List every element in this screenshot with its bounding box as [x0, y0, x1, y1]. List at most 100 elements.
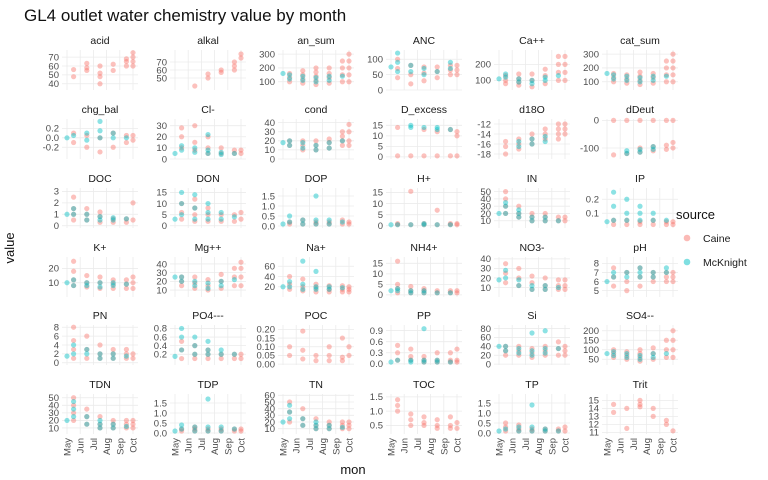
data-point-caine — [326, 426, 332, 432]
data-point-caine — [238, 355, 244, 362]
data-point-mcknight — [205, 209, 211, 216]
data-point-caine — [313, 352, 319, 359]
data-point-mcknight — [97, 355, 103, 361]
data-point-caine — [313, 81, 319, 88]
data-point-mcknight — [388, 288, 394, 294]
data-point-caine — [454, 346, 460, 352]
data-point-mcknight — [663, 350, 670, 357]
data-point-mcknight — [192, 428, 198, 434]
data-point-mcknight — [604, 278, 610, 285]
panel-tp: TP 0.00.51.01.5 — [478, 379, 570, 439]
data-point-mcknight — [503, 275, 509, 281]
panel-strip-label: dDeut — [626, 104, 654, 116]
y-tick-label: 100 — [583, 77, 599, 88]
data-point-mcknight — [172, 353, 178, 359]
data-point-caine — [408, 81, 414, 87]
y-tick-label: 0 — [378, 152, 383, 163]
data-point-mcknight — [637, 146, 643, 152]
data-point-caine — [287, 419, 293, 425]
data-point-caine — [326, 221, 332, 227]
data-point-mcknight — [529, 402, 535, 408]
data-point-caine — [238, 216, 244, 222]
data-point-mcknight — [434, 126, 440, 133]
data-point-mcknight — [192, 205, 198, 211]
data-point-caine — [408, 346, 414, 352]
data-point-caine — [123, 139, 129, 146]
data-point-caine — [346, 344, 352, 350]
data-point-caine — [287, 74, 293, 81]
x-tick-label: Jul — [89, 438, 100, 450]
y-tick-label: 100 — [259, 77, 275, 88]
data-point-mcknight — [326, 221, 332, 227]
data-point-caine — [130, 58, 136, 65]
panel-toc: TOC 0.5 1.0 1.5 — [370, 379, 462, 434]
data-point-mcknight — [287, 142, 293, 148]
data-point-caine — [231, 428, 237, 434]
data-point-mcknight — [408, 124, 414, 131]
data-point-mcknight — [529, 348, 535, 354]
y-tick-label: 0.2 — [46, 124, 59, 135]
panel-strip-label: TDP — [198, 379, 219, 391]
data-point-mcknight — [326, 286, 332, 292]
data-point-caine — [670, 274, 676, 280]
data-point-caine — [313, 285, 319, 291]
data-point-caine — [650, 143, 656, 150]
data-point-caine — [503, 151, 509, 157]
data-point-mcknight — [192, 334, 198, 340]
data-point-caine — [637, 404, 643, 410]
data-point-mcknight — [287, 138, 293, 144]
y-tick-label: 0.0 — [46, 133, 59, 144]
x-tick-label: Jun — [508, 438, 519, 453]
data-point-caine — [637, 219, 643, 225]
data-point-caine — [624, 405, 630, 411]
data-point-caine — [110, 421, 116, 427]
y-tick-label: 0.15 — [257, 333, 276, 344]
data-point-caine — [516, 426, 522, 432]
data-point-mcknight — [179, 274, 185, 280]
data-point-caine — [542, 282, 548, 289]
x-tick-label: Sep — [439, 438, 450, 455]
y-tick-label: 40 — [480, 254, 491, 265]
data-point-caine — [562, 53, 568, 60]
data-point-caine — [313, 147, 319, 153]
x-tick-label: Aug — [210, 438, 221, 455]
y-tick-label: 40 — [48, 79, 59, 90]
data-point-caine — [529, 280, 535, 286]
data-point-caine — [650, 278, 656, 285]
data-point-caine — [71, 139, 77, 146]
y-tick-label: 40 — [156, 259, 167, 270]
data-point-caine — [84, 333, 90, 339]
data-point-caine — [624, 356, 630, 362]
data-point-caine — [408, 153, 414, 159]
data-point-caine — [71, 74, 77, 80]
data-point-caine — [339, 138, 345, 144]
data-point-caine — [529, 141, 535, 147]
data-point-caine — [670, 79, 676, 85]
data-point-caine — [555, 286, 562, 292]
y-tick-label: 0.6 — [370, 337, 383, 348]
data-point-mcknight — [503, 267, 509, 273]
x-tick-label: May — [387, 438, 398, 456]
data-point-caine — [84, 355, 90, 361]
data-point-mcknight — [434, 290, 440, 296]
data-point-caine — [339, 419, 345, 425]
data-point-caine — [663, 117, 670, 123]
data-point-mcknight — [542, 74, 548, 80]
data-point-mcknight — [300, 145, 306, 151]
y-tick-label: 0.6 — [154, 332, 167, 343]
y-tick-label: 60 — [156, 65, 167, 76]
data-point-caine — [192, 351, 198, 357]
y-tick-label: 60 — [264, 262, 275, 273]
panel-strip-label: Na+ — [306, 242, 326, 254]
data-point-caine — [71, 355, 77, 361]
data-point-caine — [503, 352, 509, 358]
data-point-caine — [421, 78, 427, 84]
data-point-caine — [97, 213, 103, 220]
data-point-caine — [97, 285, 103, 292]
data-point-caine — [238, 150, 244, 157]
data-point-mcknight — [542, 328, 548, 334]
data-point-mcknight — [313, 217, 319, 223]
data-point-mcknight — [172, 216, 178, 222]
